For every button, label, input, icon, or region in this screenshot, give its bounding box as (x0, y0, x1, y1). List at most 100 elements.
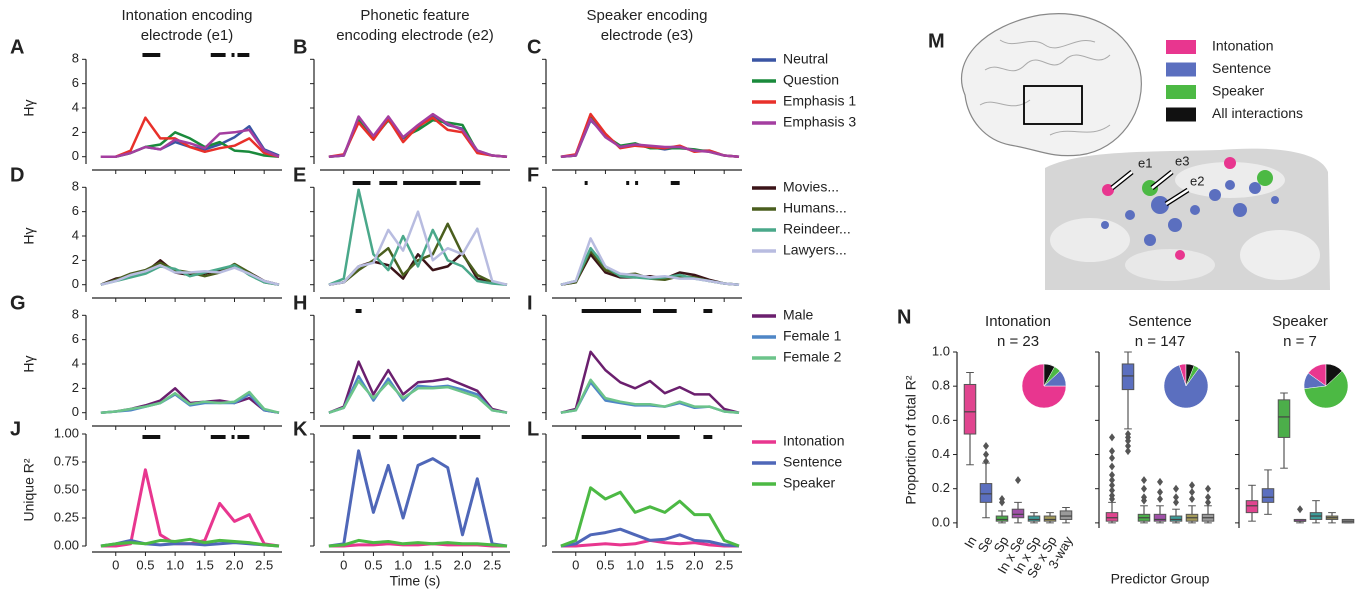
y-axis-label: Unique R² (21, 458, 37, 521)
electrode (1175, 250, 1185, 260)
panel-label: G (10, 292, 26, 314)
y-axis-label: Hγ (21, 99, 37, 116)
panel-title: Sentence (1128, 313, 1191, 330)
series-line (328, 188, 508, 286)
electrode-label: e1 (1138, 155, 1152, 170)
panel-label: A (10, 36, 24, 58)
electrode (1151, 196, 1169, 214)
column-title: Speaker encoding (587, 7, 708, 24)
box (1169, 515, 1183, 522)
electrode (1225, 180, 1235, 190)
column-title: Intonation encoding (122, 7, 253, 24)
box (1121, 363, 1135, 391)
panel-label: B (293, 36, 307, 58)
panel-label: I (527, 292, 533, 314)
x-tick-label: 0.5 (136, 557, 154, 572)
panel-label: N (897, 306, 911, 328)
series-line (560, 117, 740, 158)
legend-label: Emphasis 3 (783, 114, 856, 130)
x-tick-label: Sp (991, 534, 1012, 555)
cortex-fold (1050, 218, 1130, 262)
series-line (328, 112, 508, 158)
electrode (1271, 196, 1279, 204)
y-axis-label: Proportion of total R² (903, 375, 919, 505)
y-tick-label: 4 (72, 99, 79, 114)
arrow (1151, 171, 1173, 189)
legend-swatch (1166, 62, 1196, 77)
panel-label: H (293, 292, 307, 314)
series-line (560, 246, 740, 286)
outlier (1109, 433, 1115, 442)
electrode (1209, 189, 1221, 201)
box (995, 515, 1009, 522)
zoom-box (1023, 85, 1083, 125)
electrode (1257, 170, 1273, 186)
series-line (100, 537, 280, 548)
legend-label: Emphasis 1 (783, 93, 856, 109)
box (1261, 488, 1275, 503)
box (1245, 500, 1259, 514)
significance-bar (635, 181, 639, 185)
significance-bar (237, 435, 250, 439)
x-tick-label: 2.0 (685, 557, 703, 572)
pie-slice (1043, 363, 1055, 387)
panel-label: E (293, 164, 306, 186)
outlier (1157, 488, 1163, 497)
y-tick-label: 0.00 (54, 537, 79, 552)
outlier (1109, 481, 1115, 490)
legend-label: Movies... (783, 179, 839, 195)
legend-label: Speaker (1212, 83, 1264, 99)
series-line (560, 237, 740, 286)
series-line (100, 128, 280, 158)
y-tick-label: 8 (72, 51, 79, 66)
y-tick-label: 8 (72, 307, 79, 322)
electrode (1249, 182, 1261, 194)
y-tick-label: 1.00 (54, 425, 79, 440)
outlier (1141, 484, 1147, 493)
significance-bar (231, 53, 235, 57)
series-line (100, 263, 280, 286)
significance-bar (352, 181, 371, 185)
panel-label: F (527, 164, 539, 186)
x-tick-label: Se (975, 534, 996, 555)
y-tick-label: 0.4 (932, 446, 950, 461)
outlier (1109, 486, 1115, 495)
legend-label: Female 2 (783, 349, 842, 365)
y-tick-label: 0 (72, 404, 79, 419)
outlier (1157, 494, 1163, 503)
outlier (1205, 498, 1211, 507)
outlier (1141, 476, 1147, 485)
brain-figure: e1 e3 e2 (960, 13, 1330, 290)
legend-label: Humans... (783, 200, 847, 216)
significance-bar (703, 435, 713, 439)
outlier (1205, 484, 1211, 493)
panel-title: Speaker (1272, 313, 1328, 330)
brain-sulci (979, 39, 1111, 136)
significance-bar (581, 435, 642, 439)
significance-bar (210, 53, 226, 57)
electrode (1224, 157, 1236, 169)
outlier (1173, 493, 1179, 502)
y-tick-label: 0.0 (932, 514, 950, 529)
pie-slice (1163, 364, 1209, 409)
x-tick-label: 2.5 (255, 557, 273, 572)
outlier (1189, 494, 1195, 503)
outlier (983, 457, 989, 466)
significance-bar (459, 435, 481, 439)
panel-label: C (527, 36, 541, 58)
outlier (983, 450, 989, 459)
significance-bar (142, 53, 161, 57)
y-tick-label: 0.25 (54, 509, 79, 524)
outlier (1173, 484, 1179, 493)
outlier (1141, 496, 1147, 505)
x-tick-label: 0.5 (596, 557, 614, 572)
x-tick-label: 1.0 (166, 557, 184, 572)
x-tick-label: 0 (572, 557, 579, 572)
series-line (560, 486, 740, 548)
box (963, 383, 977, 435)
outlier (999, 498, 1005, 507)
electrode (1190, 205, 1200, 215)
electrode (1233, 203, 1247, 217)
